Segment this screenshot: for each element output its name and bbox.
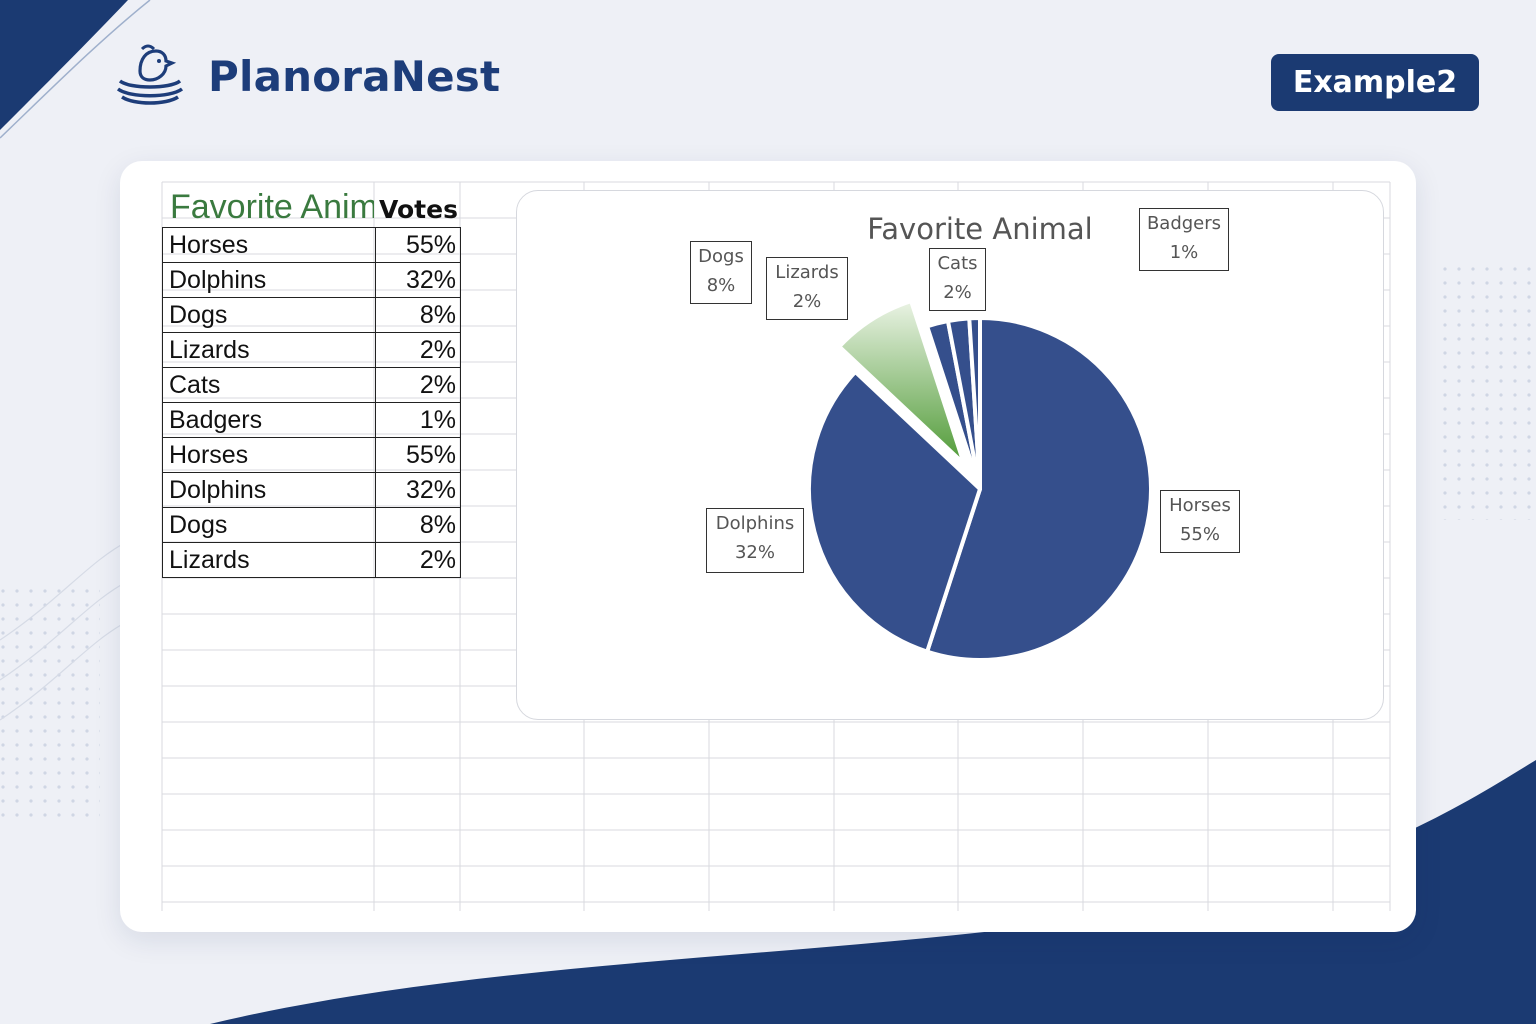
animal-cell[interactable]: Dogs	[162, 297, 376, 333]
votes-cell[interactable]: 32%	[375, 472, 461, 508]
data-label-name: Dogs	[698, 246, 744, 267]
data-label-value: 2%	[792, 291, 822, 312]
table-row: Dogs 8%	[162, 297, 461, 333]
data-label-dolphins[interactable]: Dolphins 32%	[706, 508, 804, 573]
example-badge: Example2	[1271, 54, 1479, 111]
data-label-dogs[interactable]: Dogs 8%	[690, 241, 752, 304]
animal-cell[interactable]: Cats	[162, 367, 376, 403]
votes-header-cell[interactable]: Votes	[379, 195, 458, 224]
data-label-horses[interactable]: Horses 55%	[1160, 490, 1240, 553]
data-label-value: 55%	[1179, 524, 1220, 545]
data-label-value: 8%	[706, 275, 736, 296]
pie-slice-horses[interactable]	[925, 316, 1153, 662]
table-row: Dolphins 32%	[162, 262, 461, 298]
table-row: Dolphins 32%	[162, 472, 461, 508]
votes-cell[interactable]: 8%	[375, 507, 461, 543]
pie-slice-dogs[interactable]	[837, 299, 966, 466]
sheet-title-cell[interactable]: Favorite Animal	[170, 188, 374, 226]
data-label-lizards[interactable]: Lizards 2%	[766, 257, 848, 320]
animal-cell[interactable]: Lizards	[162, 332, 376, 368]
votes-cell[interactable]: 2%	[375, 542, 461, 578]
animal-cell[interactable]: Lizards	[162, 542, 376, 578]
votes-cell[interactable]: 55%	[375, 227, 461, 263]
data-label-value: 1%	[1169, 242, 1199, 263]
votes-cell[interactable]: 32%	[375, 262, 461, 298]
bottom-wave	[210, 760, 1536, 1024]
animal-cell[interactable]: Horses	[162, 227, 376, 263]
data-label-name: Lizards	[775, 262, 839, 283]
table-row: Horses 55%	[162, 437, 461, 473]
votes-cell[interactable]: 2%	[375, 332, 461, 368]
table-row: Lizards 2%	[162, 332, 461, 368]
data-label-name: Cats	[937, 253, 978, 274]
brand-name: PlanoraNest	[208, 51, 501, 101]
data-table: Horses 55% Dolphins 32% Dogs 8% Lizards 2% Cats 2…	[162, 227, 461, 578]
votes-cell[interactable]: 2%	[375, 367, 461, 403]
nest-bird-icon	[116, 44, 184, 105]
table-row: Lizards 2%	[162, 542, 461, 578]
data-label-name: Horses	[1169, 495, 1231, 516]
table-row: Horses 55%	[162, 227, 461, 263]
data-label-name: Badgers	[1146, 213, 1222, 234]
dot-pattern-right	[1440, 260, 1536, 520]
pie-slice-dolphins[interactable]	[807, 369, 982, 654]
table-row: Cats 2%	[162, 367, 461, 403]
data-label-badgers[interactable]: Badgers 1%	[1139, 208, 1229, 271]
animal-cell[interactable]: Horses	[162, 437, 376, 473]
data-label-value: 2%	[943, 282, 972, 303]
dot-pattern-left	[0, 580, 100, 820]
chart-title: Favorite Animal	[867, 212, 1093, 246]
corner-wave-top-left	[0, 0, 128, 130]
data-label-name: Dolphins	[715, 513, 795, 534]
votes-cell[interactable]: 8%	[375, 297, 461, 333]
pie-slice-badgers[interactable]	[967, 315, 982, 491]
votes-cell[interactable]: 1%	[375, 402, 461, 438]
animal-cell[interactable]: Dolphins	[162, 472, 376, 508]
data-label-cats[interactable]: Cats 2%	[929, 248, 986, 311]
table-row: Badgers 1%	[162, 402, 461, 438]
brand: PlanoraNest	[112, 40, 500, 112]
data-label-value: 32%	[734, 542, 775, 563]
